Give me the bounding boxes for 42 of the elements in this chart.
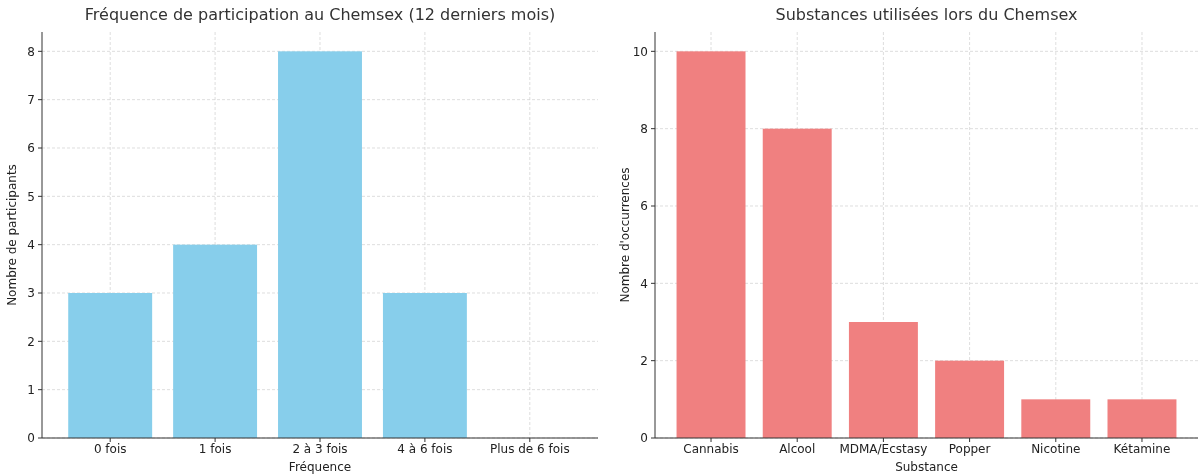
y-tick-label: 2	[640, 353, 648, 368]
x-tick-label: Alcool	[779, 442, 816, 456]
bar	[848, 322, 918, 438]
y-tick-label: 3	[27, 286, 35, 301]
bar	[935, 360, 1005, 438]
bar	[278, 51, 362, 438]
bar	[1021, 399, 1091, 438]
y-tick-label: 0	[27, 431, 35, 446]
y-tick-label: 4	[640, 276, 648, 291]
bar	[762, 128, 832, 438]
x-tick-label: 4 à 6 fois	[397, 442, 453, 456]
x-tick-label: MDMA/Ecstasy	[839, 442, 928, 456]
x-tick-label: 1 fois	[198, 442, 232, 456]
y-axis-title: Nombre de participants	[5, 164, 19, 306]
x-tick-label: Nicotine	[1031, 442, 1081, 456]
bar	[382, 293, 467, 438]
y-tick-label: 1	[27, 382, 35, 397]
bar	[676, 51, 746, 438]
x-tick-label: Popper	[948, 442, 991, 456]
y-tick-label: 6	[640, 199, 648, 214]
y-tick-label: 10	[632, 44, 648, 59]
y-axis-title: Nombre d'occurrences	[618, 167, 632, 303]
chart-title: Fréquence de participation au Chemsex (12 derniers mois)	[84, 5, 556, 24]
x-tick-label: Cannabis	[683, 442, 739, 456]
bar	[1107, 399, 1177, 438]
x-tick-label: Kétamine	[1113, 442, 1171, 456]
y-tick-label: 7	[27, 92, 35, 107]
y-tick-label: 2	[27, 334, 35, 349]
x-tick-label: 0 fois	[93, 442, 127, 456]
x-axis-title: Substance	[895, 460, 958, 474]
y-tick-label: 6	[27, 141, 35, 156]
y-tick-label: 8	[27, 44, 35, 59]
bar	[68, 293, 153, 438]
x-tick-label: Plus de 6 fois	[489, 442, 570, 456]
y-tick-label: 5	[27, 189, 35, 204]
chart-title: Substances utilisées lors du Chemsex	[775, 5, 1078, 24]
y-tick-label: 0	[640, 431, 648, 446]
x-tick-label: 2 à 3 fois	[292, 442, 348, 456]
y-tick-label: 8	[640, 121, 648, 136]
x-axis-title: Fréquence	[288, 460, 352, 474]
bar	[173, 244, 258, 438]
y-tick-label: 4	[27, 237, 35, 252]
